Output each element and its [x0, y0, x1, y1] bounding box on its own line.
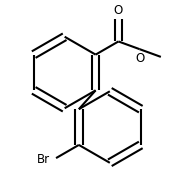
Text: O: O: [114, 4, 123, 17]
Text: O: O: [135, 52, 145, 65]
Text: Br: Br: [37, 153, 50, 166]
